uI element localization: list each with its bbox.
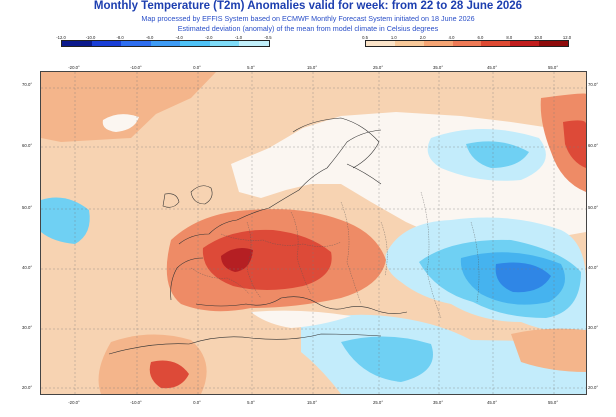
- western-europe-warm-strong: [202, 229, 332, 290]
- legend-tick-label: 1.0: [390, 35, 397, 40]
- map-title: Monthly Temperature (T2m) Anomalies vali…: [93, 0, 523, 12]
- map-subtitle-processing: Map processed by EFFIS System based on E…: [141, 14, 475, 23]
- legend-swatch: [180, 41, 210, 46]
- legend-swatch: [423, 41, 453, 46]
- legend-warm-scale: [365, 40, 569, 47]
- legend-swatch: [91, 41, 122, 46]
- arctic-warm-area: [41, 72, 216, 142]
- legend-tick-label: -6.0: [146, 35, 154, 40]
- legend-tick-label: 4.0: [448, 35, 455, 40]
- lat-label-left: 60.0°: [22, 143, 33, 148]
- lon-label-bottom: 55.0°: [547, 400, 559, 405]
- legend-tick-label: 10.0: [534, 35, 543, 40]
- legend-tick-label: -10.0: [85, 35, 96, 40]
- legend-tick-label: 6.0: [477, 35, 484, 40]
- middle-east-warm-area: [511, 328, 586, 372]
- lon-label-top: -10.0°: [130, 65, 142, 70]
- lon-label-top: 15.0°: [306, 65, 318, 70]
- legend-swatch: [150, 41, 181, 46]
- legend-swatch: [239, 41, 269, 46]
- lon-label-bottom: 5.0°: [247, 400, 255, 405]
- arctic-east-warm-area: [540, 93, 586, 192]
- legend-tick-label: -1.0: [234, 35, 243, 40]
- legend-swatch: [539, 41, 568, 46]
- arctic-east-warm-core: [563, 120, 586, 168]
- lon-label-bottom: -20.0°: [68, 400, 80, 405]
- legend-tick-label: -12.0: [56, 35, 66, 40]
- lat-label-right: 30.0°: [588, 325, 599, 330]
- legend-tick-label: 2.0: [419, 35, 426, 40]
- lon-label-bottom: 45.0°: [486, 400, 498, 405]
- lon-label-top: -20.0°: [68, 65, 80, 70]
- lon-label-bottom: 35.0°: [432, 400, 444, 405]
- lon-label-bottom: 0.0°: [193, 400, 201, 405]
- coastlines: [108, 117, 408, 355]
- northwest-africa-warm-core: [149, 360, 189, 389]
- lon-label-bottom: -10.0°: [130, 400, 142, 405]
- lon-label-bottom: 15.0°: [306, 400, 318, 405]
- lat-label-left: 20.0°: [22, 385, 33, 390]
- legend-tick-label: -8.0: [116, 35, 124, 40]
- legend-swatch: [510, 41, 540, 46]
- legend-tick-label: 12.0: [562, 35, 572, 40]
- map-subtitle-description: Estimated deviation (anomaly) of the mea…: [177, 24, 439, 33]
- legend-swatch: [366, 41, 395, 46]
- northern-cool-core: [466, 141, 529, 168]
- mediterranean-neutral-area: [251, 310, 351, 328]
- legend-tick-label: 8.0: [506, 35, 513, 40]
- lon-label-top: 25.0°: [372, 65, 384, 70]
- france-warm-core: [221, 248, 253, 272]
- lon-label-top: 5.0°: [247, 65, 255, 70]
- legend-tick-label: -4.0: [175, 35, 183, 40]
- legend-swatch: [209, 41, 240, 46]
- lat-label-left: 40.0°: [22, 265, 33, 270]
- lat-label-right: 50.0°: [588, 205, 599, 210]
- lat-label-left: 30.0°: [22, 325, 33, 330]
- anomaly-map[interactable]: [40, 71, 587, 395]
- iceland-land: [102, 114, 139, 132]
- lon-label-top: 45.0°: [486, 65, 498, 70]
- legend-swatch: [62, 41, 92, 46]
- lat-label-left: 50.0°: [22, 205, 33, 210]
- lon-label-top: 0.0°: [193, 65, 201, 70]
- lon-label-top: 35.0°: [432, 65, 444, 70]
- lon-label-top: 55.0°: [547, 65, 559, 70]
- legend-swatch: [394, 41, 424, 46]
- north-africa-cool-core: [341, 336, 433, 382]
- country-borders: [190, 191, 480, 319]
- lat-label-left: 70.0°: [22, 82, 33, 87]
- lat-label-right: 60.0°: [588, 143, 599, 148]
- legend-swatch: [452, 41, 482, 46]
- legend-cold-scale: [61, 40, 270, 47]
- north-africa-cool-area: [301, 314, 586, 394]
- eastern-cool-core: [495, 262, 551, 293]
- legend-tick-label: 0.5: [362, 35, 368, 40]
- legend-swatch: [481, 41, 511, 46]
- lat-label-right: 20.0°: [588, 385, 599, 390]
- legend-tick-label: -2.0: [205, 35, 213, 40]
- lat-label-right: 70.0°: [588, 82, 599, 87]
- lat-label-right: 40.0°: [588, 265, 599, 270]
- legend-tick-label: -0.5: [264, 35, 272, 40]
- graticule: [41, 72, 586, 394]
- lon-label-bottom: 25.0°: [372, 400, 384, 405]
- legend-swatch: [121, 41, 151, 46]
